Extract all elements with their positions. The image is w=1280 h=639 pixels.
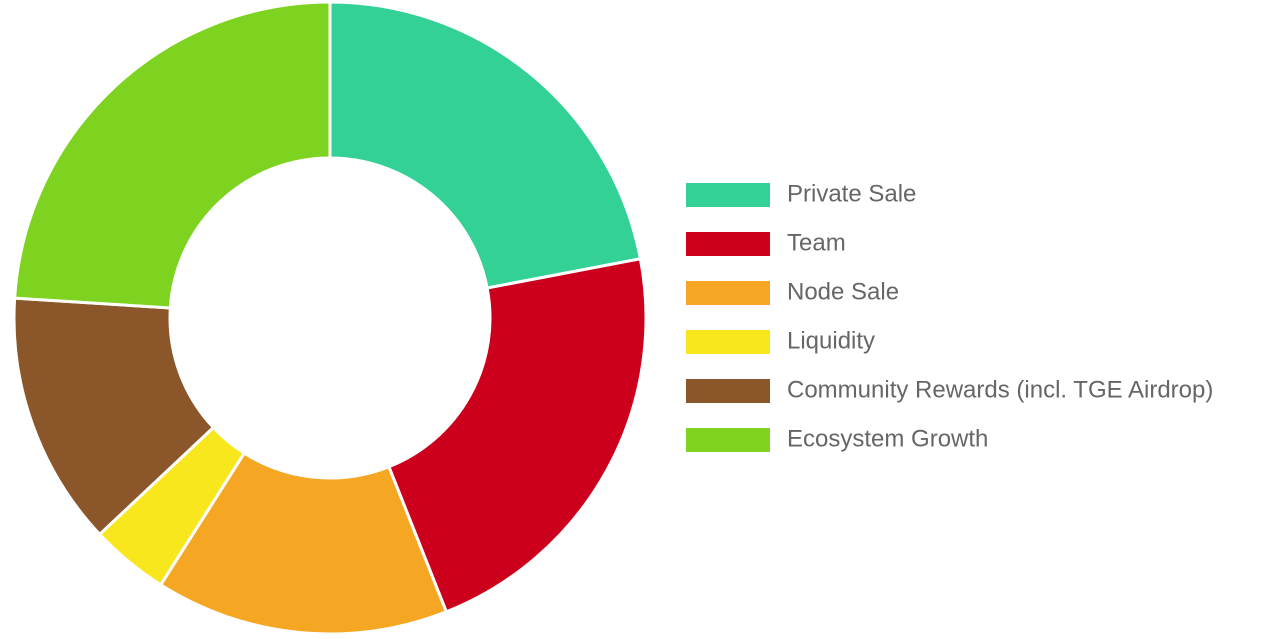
legend-label: Private Sale [787, 180, 916, 207]
legend-label: Community Rewards (incl. TGE Airdrop) [787, 376, 1213, 403]
legend-swatch [686, 379, 770, 403]
slice [13, 0, 332, 310]
legend-swatch [686, 281, 770, 305]
legend-swatch [686, 428, 770, 452]
slice [158, 451, 449, 636]
legend-swatch [686, 232, 770, 256]
slice [328, 0, 643, 290]
legend-label: Liquidity [787, 327, 875, 354]
legend-swatch [686, 183, 770, 207]
legend-label: Node Sale [787, 278, 899, 305]
legend-label: Ecosystem Growth [787, 425, 988, 452]
legend-label: Team [787, 229, 846, 256]
slice [386, 257, 648, 614]
slice [12, 296, 216, 537]
legend-swatch [686, 330, 770, 354]
